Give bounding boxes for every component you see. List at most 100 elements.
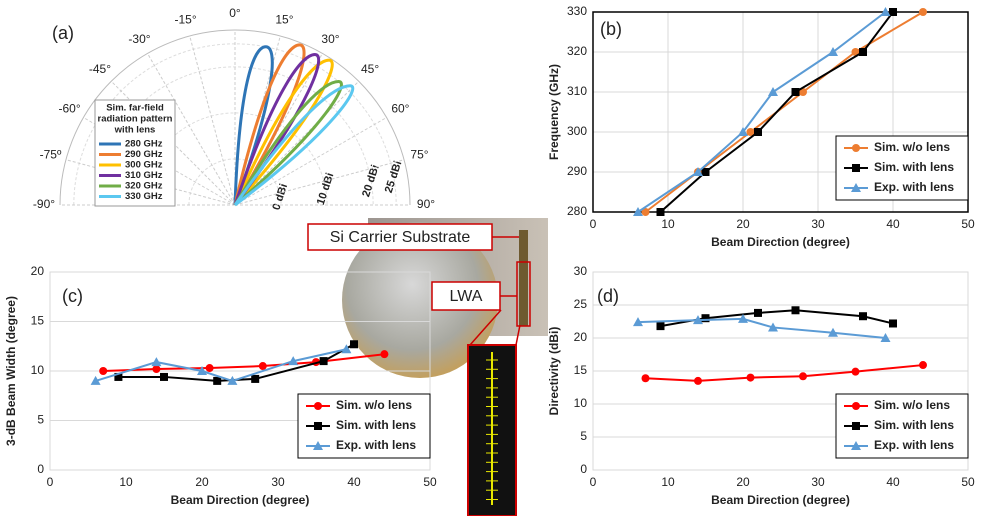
x-axis-title: Beam Direction (degree) [711, 493, 850, 507]
x-tick-label: 50 [961, 475, 975, 489]
marker [828, 327, 838, 337]
x-tick-label: 10 [661, 217, 675, 231]
plot-frame [592, 271, 969, 471]
polar-spoke [189, 35, 236, 206]
coin [342, 222, 498, 378]
marker [889, 319, 897, 328]
theta-tick-label: 45° [361, 62, 379, 76]
theta-tick-label: -60° [59, 102, 81, 116]
marker [656, 208, 665, 216]
x-axis-title: Beam Direction (degree) [171, 493, 310, 507]
y-axis-title: 3-dB Beam Width (degree) [4, 296, 18, 446]
legend-label: 300 GHz [125, 160, 163, 171]
y-tick-label: 15 [31, 314, 45, 328]
legend-marker [314, 422, 322, 430]
plot-frame [592, 11, 969, 213]
theta-tick-label: 90° [417, 197, 435, 211]
marker [693, 167, 703, 176]
series-line [95, 348, 347, 382]
lobe [233, 58, 334, 207]
plot-frame [49, 271, 431, 471]
marker [754, 128, 762, 136]
r-tick-label: 10 dBi [315, 171, 337, 206]
marker [288, 356, 299, 366]
marker [90, 375, 101, 385]
legend-label: Sim. w/o lens [874, 140, 950, 154]
y-tick-label: 30 [574, 264, 588, 278]
marker [859, 312, 867, 321]
legend-label: Exp. with lens [336, 438, 416, 452]
x-tick-label: 20 [195, 475, 209, 489]
x-tick-label: 40 [886, 217, 900, 231]
marker [880, 7, 891, 16]
y-tick-label: 10 [574, 396, 588, 410]
theta-tick-label: -30° [128, 32, 150, 46]
marker [701, 168, 710, 176]
legend-label: Exp. with lens [874, 180, 954, 194]
marker [693, 315, 703, 325]
marker [694, 376, 702, 385]
legend-marker [852, 164, 860, 172]
marker [701, 314, 710, 323]
theta-tick-label: -45° [89, 62, 111, 76]
y-tick-label: 25 [574, 297, 588, 311]
legend-label: Sim. w/o lens [336, 398, 412, 412]
series-line [659, 11, 894, 213]
marker [851, 48, 860, 56]
connector [469, 309, 502, 346]
marker [880, 333, 891, 342]
x-axis-title: Beam Direction (degree) [711, 235, 850, 249]
lobe [233, 80, 343, 207]
r-tick-label: 0 dBi [270, 182, 290, 211]
marker [160, 372, 168, 381]
marker [799, 88, 807, 96]
polar-frame [59, 29, 411, 206]
marker [205, 364, 214, 373]
marker [919, 361, 927, 370]
chip [519, 230, 528, 326]
series-line [645, 364, 924, 382]
theta-tick-label: 0° [229, 6, 241, 20]
marker [656, 322, 665, 331]
series-line [637, 317, 886, 339]
legend-title: with lens [114, 125, 156, 136]
marker [746, 128, 755, 136]
y-tick-label: 5 [37, 413, 44, 427]
legend-marker [851, 183, 861, 192]
photo-label: LWA [450, 288, 483, 305]
marker [791, 88, 800, 96]
y-tick-label: 10 [31, 363, 45, 377]
y-tick-label: 280 [567, 204, 587, 218]
panel-label: (c) [62, 286, 83, 306]
legend-label: Sim. w/o lens [874, 398, 950, 412]
y-axis-title: Frequency (GHz) [547, 64, 561, 160]
legend-label: Sim. with lens [874, 160, 954, 174]
legend-label: Sim. with lens [336, 418, 416, 432]
x-tick-label: 30 [811, 217, 825, 231]
connector [515, 324, 521, 346]
x-tick-label: 0 [590, 475, 597, 489]
lobe [233, 45, 274, 206]
theta-tick-label: 30° [321, 32, 339, 46]
marker [768, 322, 778, 332]
x-tick-label: 0 [47, 475, 54, 489]
y-axis-title: Directivity (dBi) [547, 327, 561, 416]
marker [213, 376, 222, 385]
marker [99, 367, 108, 375]
legend-marker [852, 144, 860, 152]
x-tick-label: 30 [811, 475, 825, 489]
legend-label: 320 GHz [125, 181, 163, 192]
polar-spoke [234, 80, 360, 206]
marker [851, 367, 860, 376]
legend-marker [852, 422, 860, 430]
label-box [431, 281, 501, 311]
marker [754, 308, 762, 317]
legend-marker [313, 441, 323, 450]
y-tick-label: 320 [567, 44, 587, 58]
legend-marker [851, 441, 861, 450]
theta-tick-label: -90° [33, 197, 55, 211]
theta-tick-label: -75º [40, 148, 62, 162]
x-tick-label: 20 [736, 217, 750, 231]
theta-tick-label: 75° [410, 148, 428, 162]
